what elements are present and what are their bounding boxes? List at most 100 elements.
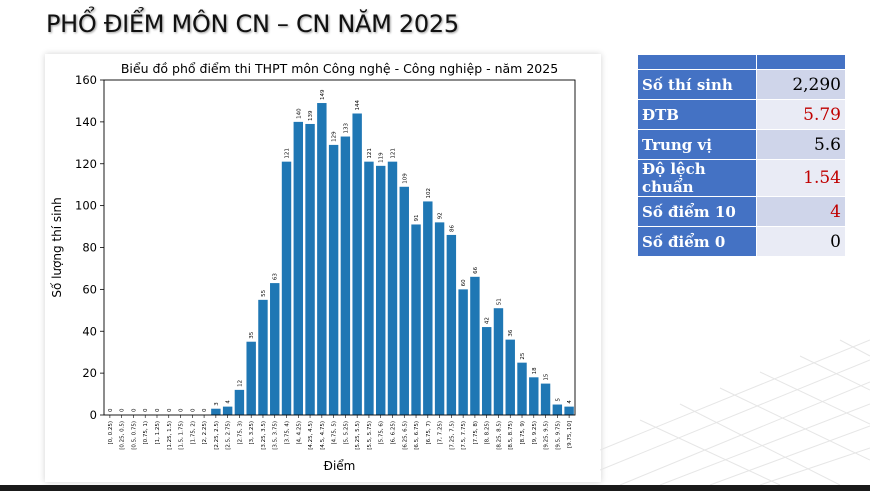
bar-value-label: 18 [532,367,538,374]
x-tick-label: [5.5, 5.75) [367,421,373,450]
stat-label: Độ lệch chuẩn [637,159,757,197]
bar-value-label: 119 [379,152,385,163]
bar-value-label: 42 [485,317,491,324]
bar-value-label: 3 [214,402,220,406]
chart-title: Biểu đồ phổ điểm thi THPT môn Công nghệ … [121,61,558,76]
stat-row-stddev: Độ lệch chuẩn 1.54 [637,159,846,197]
bar [517,362,527,415]
bar-value-label: 0 [108,408,114,412]
x-tick-label: [9.5, 9.75) [555,421,561,450]
x-tick-label: [5.25, 5.5) [355,421,361,450]
x-tick-label: [2.25, 2.5) [214,421,220,450]
bar [293,121,303,415]
x-tick-label: [7.75, 8) [473,421,479,445]
x-tick-label: [6.5, 6.75) [414,421,420,450]
bar [423,201,433,415]
background-grid-decoration [600,339,870,485]
bar-value-label: 66 [473,266,479,273]
stat-row-mean: ĐTB 5.79 [637,99,846,130]
bar-value-label: 0 [143,408,149,412]
stat-row-median: Trung vị 5.6 [637,129,846,160]
y-tick-label: 140 [75,115,97,129]
x-tick-label: [2.75, 3) [237,421,243,445]
x-tick-label: [3.75, 4) [285,421,291,445]
bar-value-label: 0 [120,408,126,412]
x-tick-label: [4, 4.25) [296,421,302,445]
bar [446,234,457,415]
bar [399,186,409,415]
bar-value-label: 0 [202,408,208,412]
bar-value-label: 129 [332,131,338,142]
bar-value-label: 144 [355,100,361,111]
bar [481,327,492,415]
stat-label: Số thí sinh [637,69,757,100]
x-tick-label: [6.25, 6.5) [402,421,408,450]
bar [352,113,362,415]
bar-value-label: 35 [249,331,255,338]
bar [505,339,515,415]
bar [222,406,233,415]
bar [340,136,351,415]
bar-value-label: 133 [343,123,349,134]
y-tick-label: 20 [82,366,97,380]
x-tick-label: [0, 0.25) [108,421,114,445]
bar [411,224,421,415]
y-tick-label: 60 [82,282,97,296]
x-tick-label: [0.25, 0.5) [120,421,126,450]
bar [552,404,563,415]
stat-label: Trung vị [637,129,757,160]
bar-value-label: 15 [544,373,550,380]
bar-value-label: 139 [308,110,314,121]
x-tick-label: [7.5, 7.75) [461,421,467,450]
bar [493,308,504,415]
stats-table: Số thí sinh 2,290 ĐTB 5.79 Trung vị 5.6 … [637,54,846,257]
stat-value: 4 [756,196,846,227]
stat-value: 1.54 [756,159,846,197]
stat-value: 5.79 [756,99,846,130]
bottom-bar [0,485,870,491]
stat-value: 5.6 [756,129,846,160]
bar [364,161,374,415]
bar-value-label: 0 [167,408,173,412]
bar-value-label: 25 [520,352,526,359]
score-distribution-chart: Biểu đồ phổ điểm thi THPT môn Công nghệ … [50,61,576,473]
bar-value-label: 91 [414,214,420,221]
bar [211,408,221,415]
bar-value-label: 86 [449,224,455,231]
x-tick-label: [0.5, 0.75) [131,421,137,450]
bar-value-label: 5 [555,398,561,402]
stat-row-score0: Số điểm 0 0 [637,226,846,257]
stat-value: 2,290 [756,69,846,100]
x-tick-label: [1, 1.25) [155,421,161,445]
bar [281,161,292,415]
x-tick-label: [7, 7.25) [438,421,444,445]
bar-value-label: 36 [508,329,514,336]
x-tick-label: [3, 3.25) [249,421,255,445]
bar-value-label: 4 [226,400,232,404]
bar [387,161,398,415]
x-tick-label: [9.75, 10] [567,421,573,448]
x-tick-label: [8, 8.25) [485,421,491,445]
bar-value-label: 92 [438,212,444,219]
bar-value-label: 60 [461,279,467,286]
y-tick-label: 80 [82,241,97,255]
stats-header-cell [637,54,757,70]
plot-frame [103,79,576,416]
bar [458,289,468,415]
x-tick-label: [5, 5.25) [343,421,349,445]
bar [376,165,386,415]
bar [540,383,551,415]
x-axis-label: Điểm [324,459,356,473]
bar [258,299,268,415]
bar [317,103,327,415]
y-tick-label: 120 [75,157,97,171]
chart-panel: Biểu đồ phổ điểm thi THPT môn Công nghệ … [45,54,601,482]
stats-header-cell [756,54,846,70]
x-tick-label: [3.25, 3.5) [261,421,267,450]
bar-value-label: 149 [320,89,326,100]
bar-value-label: 0 [131,408,137,412]
bar [564,406,574,415]
stat-label: Số điểm 10 [637,196,757,227]
stat-value: 0 [756,226,846,257]
x-tick-label: [4.25, 4.5) [308,421,314,450]
